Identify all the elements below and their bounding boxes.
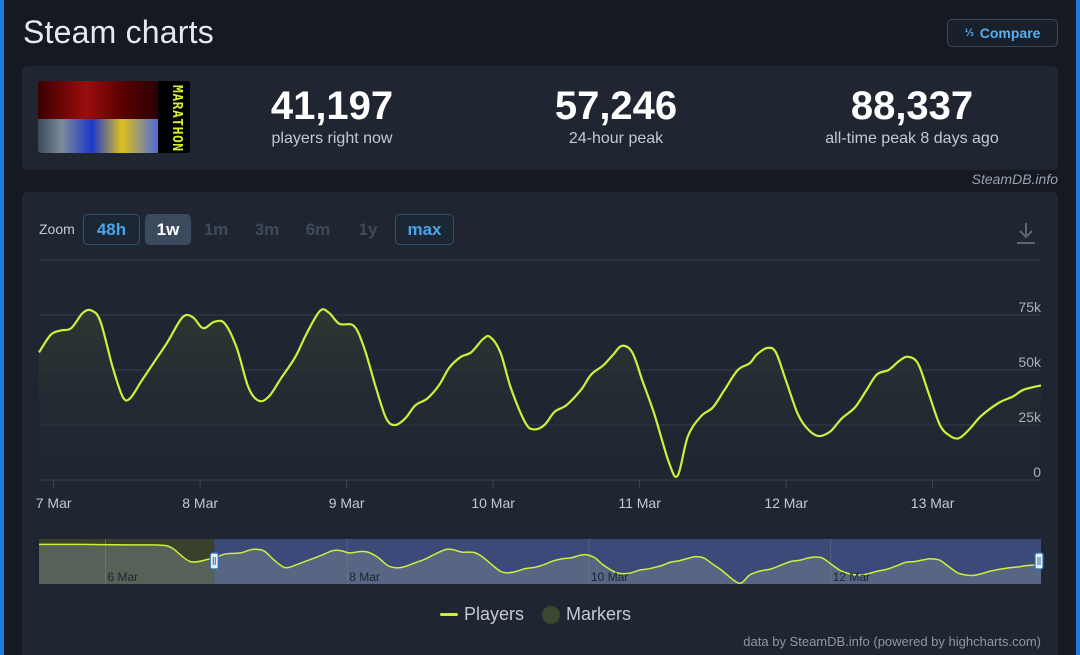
zoom-6m-button: 6m xyxy=(305,219,331,239)
zoom-1w-button[interactable]: 1w xyxy=(145,214,191,245)
window-edge-right xyxy=(1076,0,1080,655)
chart-area xyxy=(39,309,1041,480)
game-art-top xyxy=(38,81,158,119)
zoom-48h-button[interactable]: 48h xyxy=(83,214,140,245)
legend-line-icon xyxy=(440,613,458,616)
stats-panel: MARATHON 41,197 players right now 57,246… xyxy=(22,66,1058,170)
zoom-label: Zoom xyxy=(39,221,75,237)
navigator-selected-range[interactable] xyxy=(214,539,1042,584)
chart-line-layer xyxy=(38,308,1042,478)
navigator-handle-right[interactable] xyxy=(1034,552,1044,570)
zoom-1y-button: 1y xyxy=(358,219,378,239)
stat-value: 41,197 xyxy=(270,84,394,128)
compare-button[interactable]: ⅓ Compare xyxy=(947,19,1058,47)
download-icon[interactable] xyxy=(1014,221,1038,247)
stat-label: 24-hour peak xyxy=(568,130,664,147)
zoom-1m-button: 1m xyxy=(203,219,229,239)
series-area-players xyxy=(39,309,1041,480)
game-thumbnail[interactable]: MARATHON xyxy=(38,81,190,153)
steamdb-credit[interactable]: SteamDB.info xyxy=(971,171,1058,187)
game-logo: MARATHON xyxy=(158,81,190,153)
chart-panel: Zoom 48h 1w 1m 3m 6m 1y max 0 25k 50k 75k 7… xyxy=(22,192,1058,655)
x-tick-label: 7 Mar xyxy=(36,495,72,511)
game-logo-text: MARATHON xyxy=(169,85,184,152)
series-line-players[interactable] xyxy=(38,308,1042,478)
x-tick-label: 11 Mar xyxy=(618,495,661,511)
x-axis-ticks: 7 Mar 8 Mar 9 Mar 10 Mar 11 Mar 12 Mar 13 Mar xyxy=(36,480,955,511)
window-edge-left xyxy=(0,0,4,655)
navigator[interactable]: 6 Mar 8 Mar 10 Mar 12 Mar xyxy=(38,539,1044,585)
compare-label: Compare xyxy=(979,25,1041,41)
navigator-line xyxy=(38,543,1042,585)
footer-credit[interactable]: data by SteamDB.info (powered by highcha… xyxy=(743,634,1041,649)
page-title: Steam charts xyxy=(23,14,214,50)
navigator-label: 12 Mar xyxy=(833,570,870,584)
stat-all-time-peak: 88,337 all-time peak 8 days ago xyxy=(792,84,1032,148)
players-chart[interactable]: 0 25k 50k 75k 7 Mar 8 Mar 9 Mar 10 Mar 11 Mar 12… xyxy=(22,192,1058,592)
stat-value: 88,337 xyxy=(850,84,974,128)
game-art-bottom xyxy=(38,119,158,153)
legend-dot-icon xyxy=(542,605,561,624)
x-tick-label: 12 Mar xyxy=(764,495,808,511)
navigator-outside-range xyxy=(39,539,215,584)
fraction-icon: ⅓ xyxy=(964,26,974,39)
navigator-label: 6 Mar xyxy=(107,570,138,584)
x-tick-label: 13 Mar xyxy=(911,495,955,511)
stat-current-players: 41,197 players right now xyxy=(232,84,432,148)
y-tick-label: 50k xyxy=(1018,354,1042,370)
y-axis-ticks: 0 25k 50k 75k xyxy=(1018,299,1042,480)
stat-value: 57,246 xyxy=(554,84,678,128)
zoom-3m-button: 3m xyxy=(254,219,280,239)
x-tick-label: 8 Mar xyxy=(182,495,218,511)
navigator-label: 10 Mar xyxy=(591,570,628,584)
navigator-label: 8 Mar xyxy=(349,570,380,584)
legend-item-players[interactable]: Players xyxy=(440,604,524,625)
zoom-max-button[interactable]: max xyxy=(395,214,454,245)
x-tick-label: 9 Mar xyxy=(329,495,365,511)
navigator-area xyxy=(39,544,1041,584)
legend-label-players: Players xyxy=(464,604,525,624)
stat-label[interactable]: all-time peak 8 days ago xyxy=(825,130,999,147)
stat-24h-peak: 57,246 24-hour peak xyxy=(516,84,716,148)
stat-label: players right now xyxy=(271,130,393,147)
x-tick-label: 10 Mar xyxy=(471,495,515,511)
y-tick-label: 25k xyxy=(1018,409,1042,425)
y-tick-label: 75k xyxy=(1018,299,1042,315)
chart-legend: Players Markers xyxy=(440,604,631,625)
legend-item-markers[interactable]: Markers xyxy=(542,604,631,625)
y-tick-label: 0 xyxy=(1033,464,1041,480)
navigator-handle-left[interactable] xyxy=(209,552,219,570)
legend-label-markers: Markers xyxy=(566,604,632,624)
